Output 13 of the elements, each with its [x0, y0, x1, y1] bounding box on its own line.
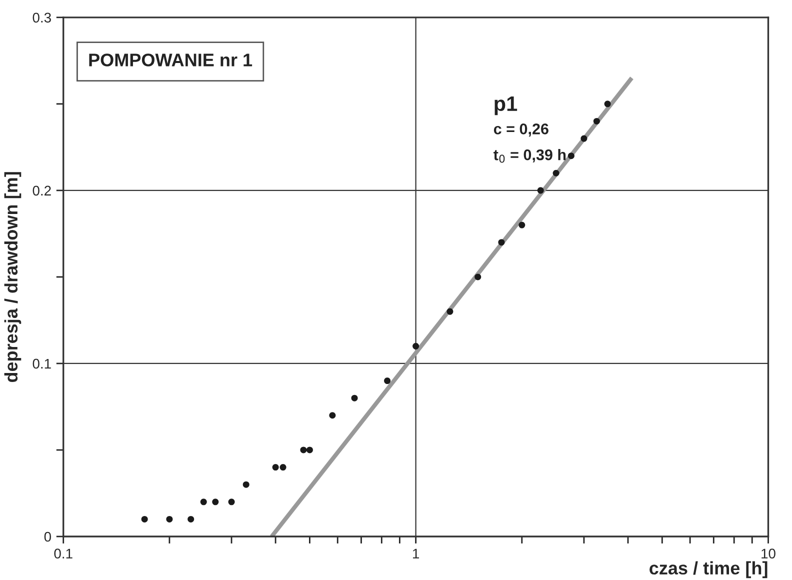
x-tick-label: 1 [412, 548, 419, 558]
annotation: POMPOWANIE nr 1 [89, 54, 252, 66]
y-tick-label: 0.2 [32, 186, 51, 196]
y-tick-label: 0 [44, 532, 52, 542]
y-tick-label: 0.1 [32, 358, 51, 369]
x-tick-label: 0.1 [54, 548, 72, 559]
annotation: t$_{0}$ = 0,39 h [494, 149, 566, 163]
x-axis-title: czas / time [h] [650, 561, 768, 578]
annotation: c = 0,26 [494, 124, 548, 137]
x-tick-label: 10 [762, 548, 776, 559]
y-axis-title: depresja / drawdown [m] [4, 172, 22, 382]
text: p1 [494, 96, 518, 116]
y-tick-label: 0.3 [32, 12, 51, 23]
